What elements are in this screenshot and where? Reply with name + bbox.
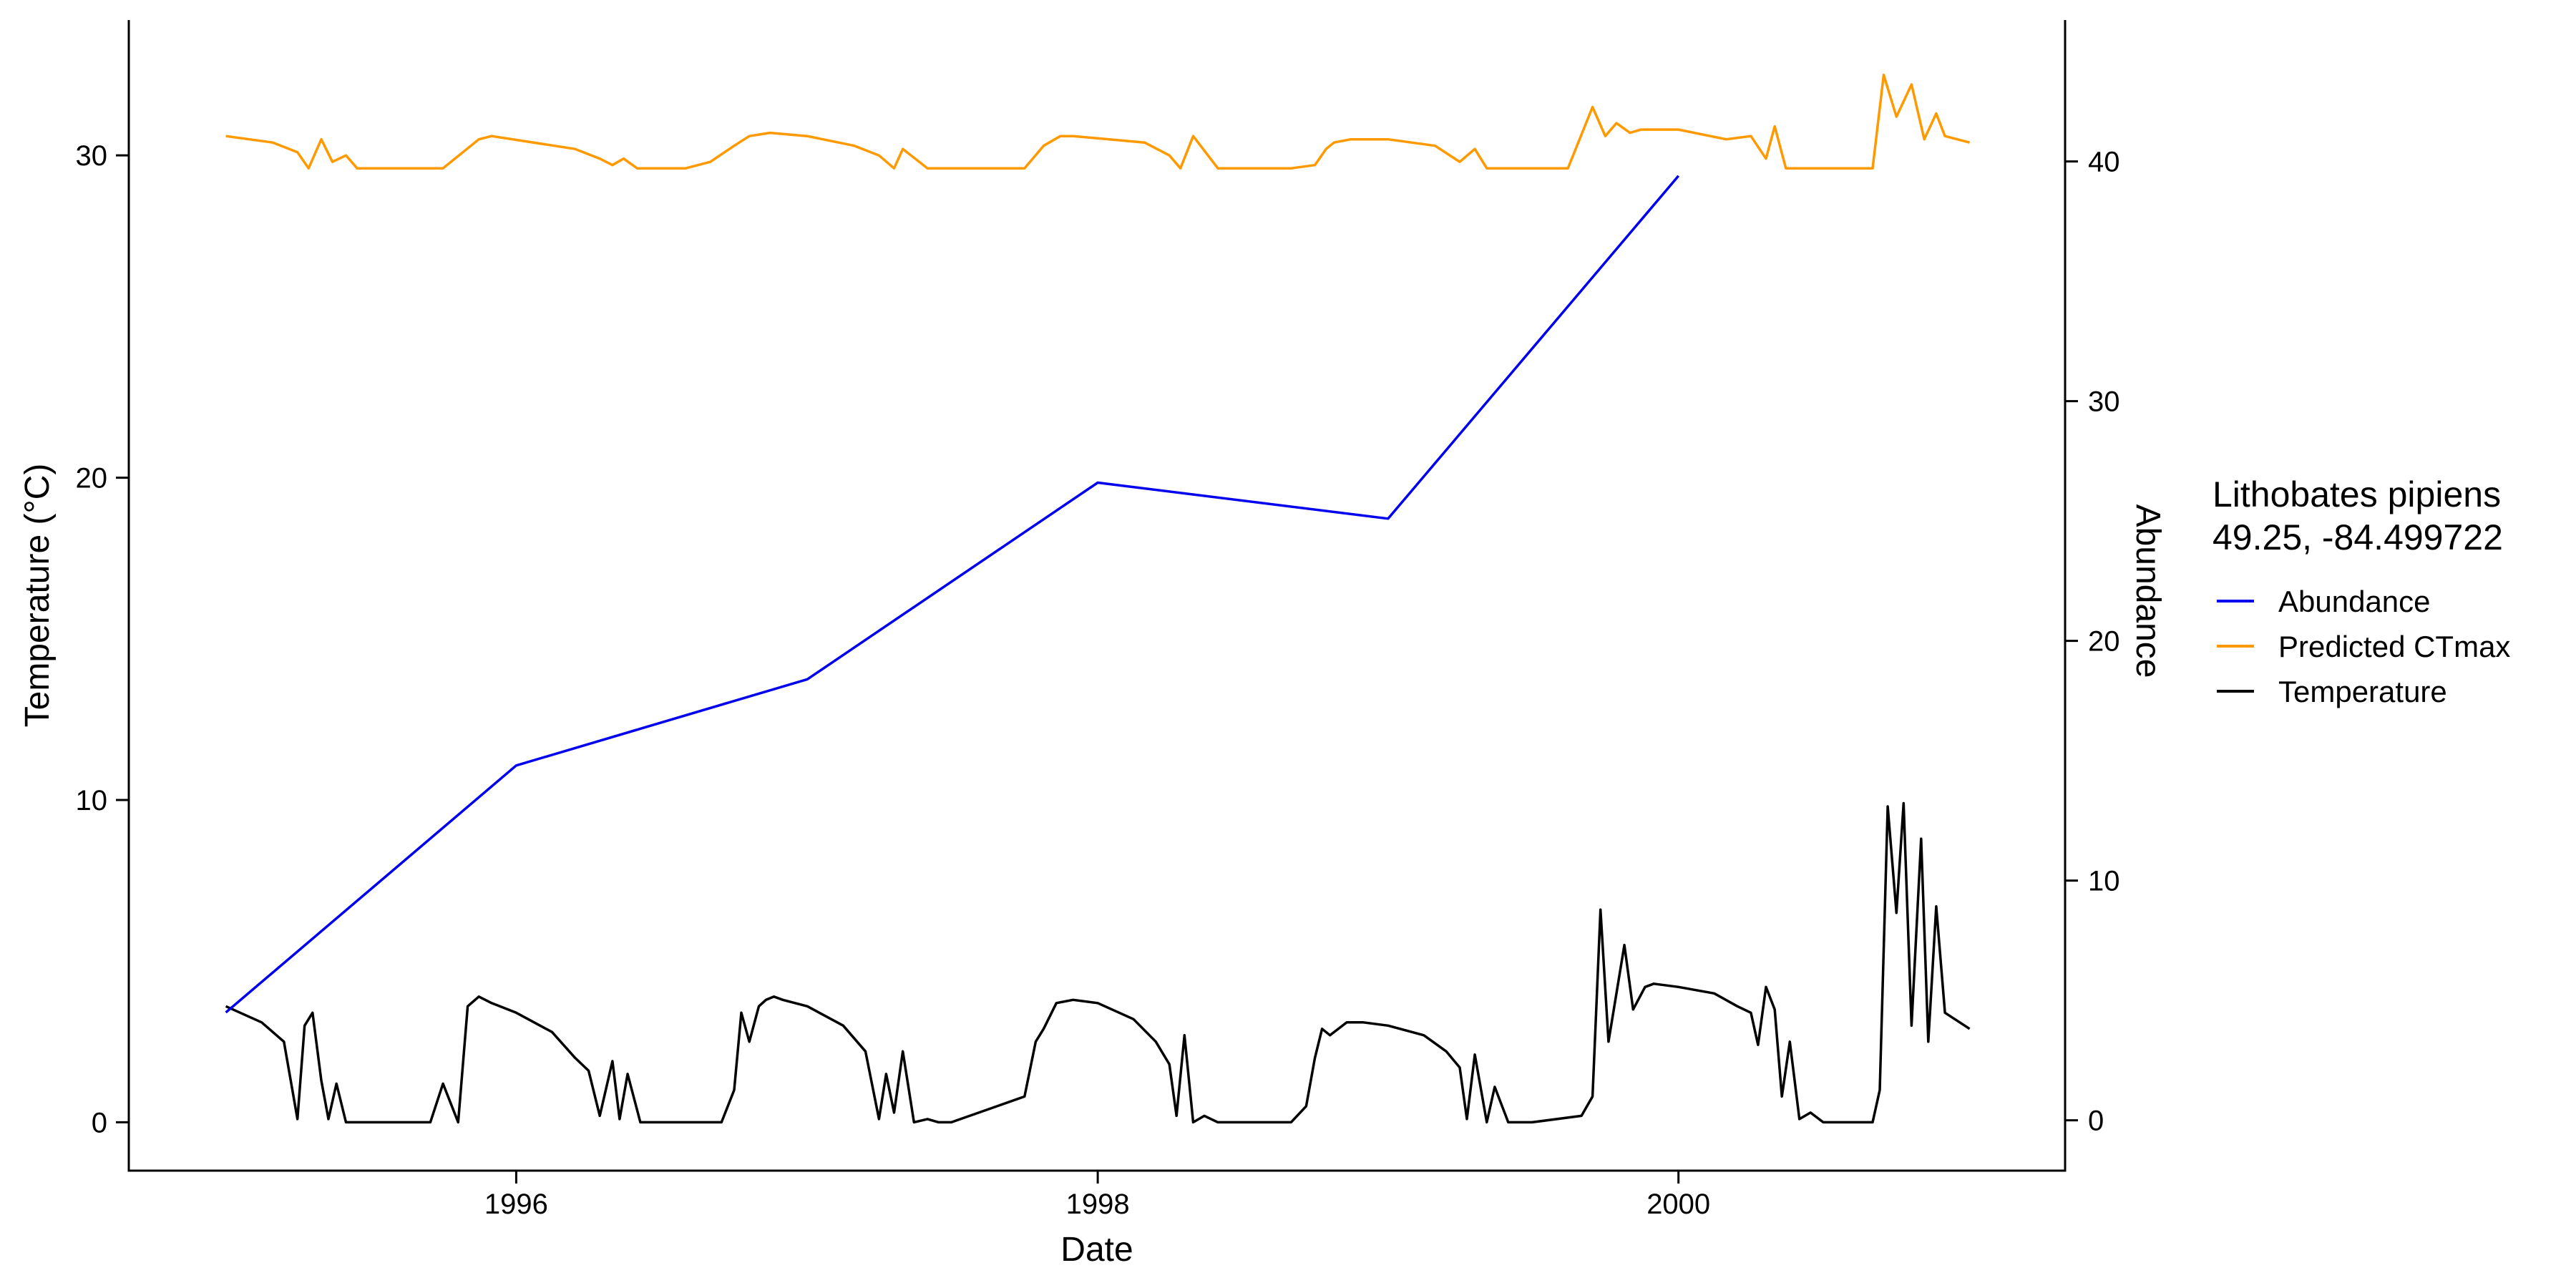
y2-tick-label: 20 — [2088, 626, 2120, 658]
legend-title-species: Lithobates pipiens — [2212, 474, 2501, 514]
series-line-predicted-ctmax — [225, 73, 1971, 170]
legend-label-temperature: Temperature — [2278, 675, 2447, 708]
x-tick-label: 1996 — [484, 1189, 548, 1220]
y2-tick-label: 30 — [2088, 386, 2120, 418]
legend-label-abundance: Abundance — [2278, 585, 2431, 618]
legend-label-predicted-ctmax: Predicted CTmax — [2278, 630, 2510, 663]
y2-tick-label: 0 — [2088, 1106, 2104, 1137]
series-line-temperature — [225, 801, 1971, 1124]
x-axis-title: Date — [1060, 1231, 1133, 1269]
y2-tick-label: 10 — [2088, 866, 2120, 897]
y-axis-title: Temperature (°C) — [19, 464, 57, 728]
series-line-abundance — [225, 175, 1680, 1014]
y-tick-label: 10 — [76, 785, 108, 816]
y2-axis-title: Abundance — [2129, 504, 2167, 678]
legend-title-coordinates: 49.25, -84.499722 — [2212, 517, 2503, 557]
y2-tick-label: 40 — [2088, 147, 2120, 178]
y-tick-label: 20 — [76, 463, 108, 494]
legend: Lithobates pipiens 49.25, -84.499722 Abu… — [2212, 474, 2510, 708]
x-tick-label: 1998 — [1066, 1189, 1130, 1220]
series-layer — [225, 73, 1971, 1124]
legend-items: Abundance Predicted CTmax Temperature — [2217, 585, 2510, 708]
x-axis-ticks: 1996 1998 2000 — [484, 1171, 1710, 1220]
x-tick-label: 2000 — [1646, 1189, 1710, 1220]
y-tick-label: 30 — [76, 140, 108, 172]
y-tick-label: 0 — [92, 1107, 107, 1138]
y-axis-ticks: 0 10 20 30 — [76, 140, 129, 1138]
y2-axis-ticks: 0 10 20 30 40 — [2065, 147, 2120, 1137]
